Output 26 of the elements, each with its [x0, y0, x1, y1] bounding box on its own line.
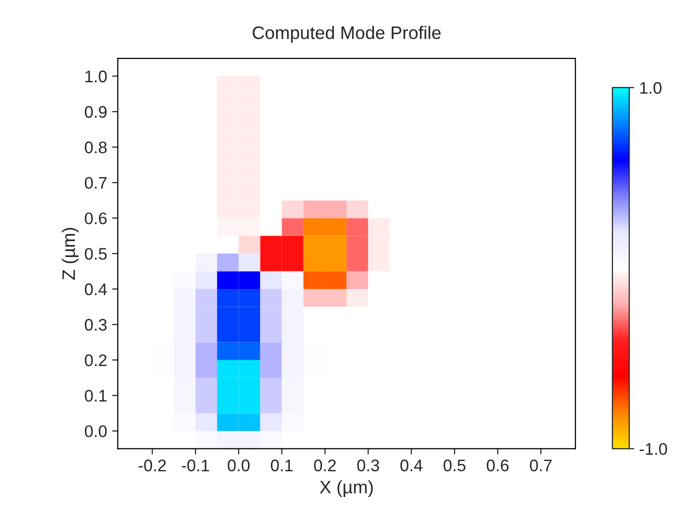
color-bar-label: -1.0 — [640, 443, 668, 455]
y-tick-label: 0.5 — [84, 248, 107, 260]
x-axis-title: X (µm) — [320, 480, 373, 498]
x-tick-label: 0.0 — [228, 460, 250, 472]
y-tick-label: 0.7 — [84, 176, 107, 189]
y-tick-label: 0.6 — [84, 212, 107, 224]
y-tick-label: 1.0 — [85, 70, 107, 82]
x-tick-label: 0.1 — [270, 460, 293, 472]
y-tick-label: 0.9 — [84, 106, 107, 118]
y-tick-label: 0.8 — [84, 142, 107, 154]
y-tick-label: 0.4 — [84, 283, 107, 296]
color-bar-label: 1.0 — [640, 82, 662, 94]
x-tick-label: -0.2 — [138, 460, 166, 472]
y-tick-label: 0.1 — [84, 390, 107, 402]
x-tick-label: -0.1 — [182, 460, 210, 472]
x-tick-label: 0.2 — [314, 460, 336, 472]
x-tick-label: 0.4 — [400, 460, 422, 472]
chart-title: Computed Mode Profile — [252, 26, 441, 43]
x-tick-label: 0.3 — [357, 460, 380, 472]
x-tick-label: 0.7 — [530, 460, 552, 472]
x-tick-label: 0.6 — [486, 460, 509, 472]
y-tick-label: 0.0 — [84, 425, 107, 438]
x-tick-label: 0.5 — [444, 460, 466, 472]
y-tick-label: 0.2 — [84, 354, 107, 366]
y-tick-label: 0.3 — [84, 318, 107, 331]
y-axis-title: Z (µm) — [62, 228, 79, 280]
